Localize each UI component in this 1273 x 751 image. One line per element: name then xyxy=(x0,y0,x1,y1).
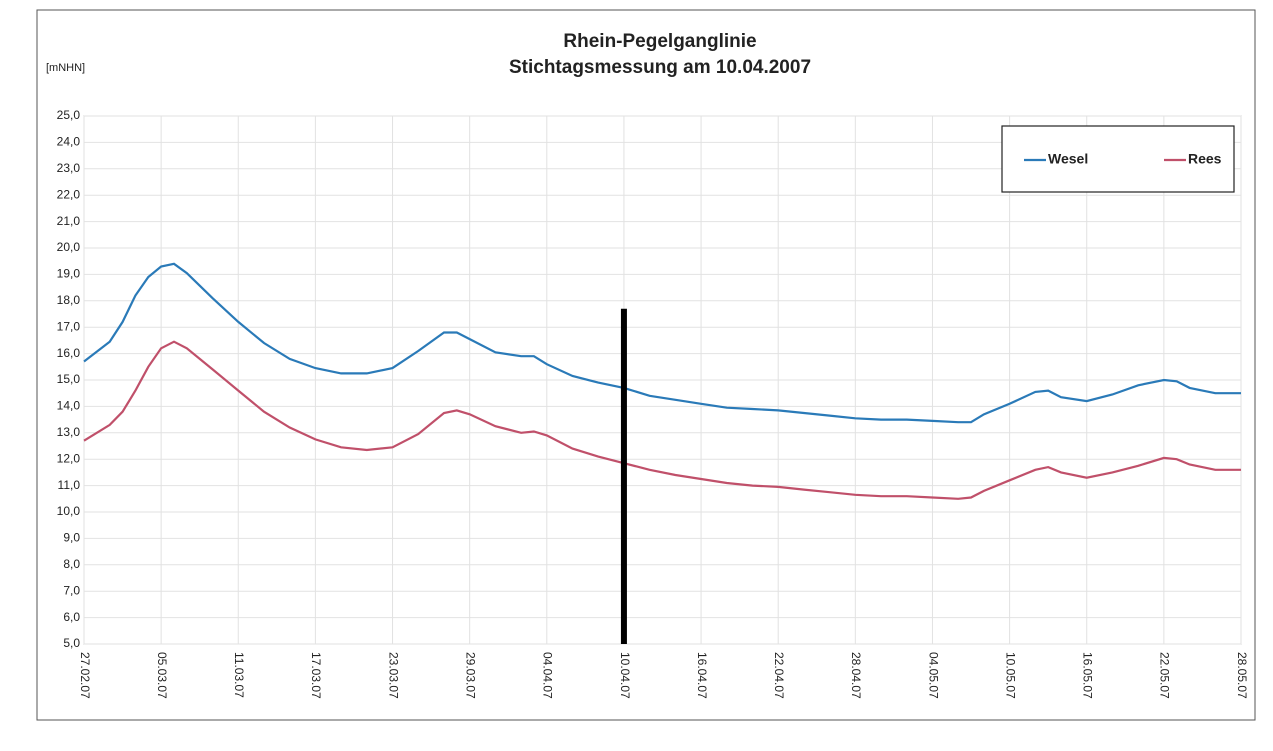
y-tick-label: 8,0 xyxy=(63,557,80,571)
x-tick-label: 23.03.07 xyxy=(386,652,400,699)
series-line xyxy=(83,262,1241,424)
x-tick-label: 22.04.07 xyxy=(772,652,786,699)
x-tick-label: 10.05.07 xyxy=(1003,652,1017,699)
y-tick-label: 11,0 xyxy=(58,478,81,492)
x-tick-label: 10.04.07 xyxy=(618,652,632,699)
y-tick-label: 19,0 xyxy=(57,267,81,281)
y-tick-label: 20,0 xyxy=(57,240,81,254)
x-tick-label: 16.05.07 xyxy=(1081,652,1095,699)
y-tick-label: 22,0 xyxy=(57,187,81,201)
y-tick-label: 9,0 xyxy=(63,531,80,545)
legend-label: Rees xyxy=(1188,151,1222,167)
x-tick-label: 17.03.07 xyxy=(309,652,323,699)
x-tick-label: 28.05.07 xyxy=(1235,652,1249,699)
y-tick-label: 16,0 xyxy=(57,346,81,360)
y-axis-label: [mNHN] xyxy=(46,62,85,74)
y-tick-label: 21,0 xyxy=(57,214,81,228)
y-tick-label: 24,0 xyxy=(57,135,81,149)
x-tick-label: 05.03.07 xyxy=(155,652,169,699)
series-line xyxy=(83,340,1241,500)
legend-label: Wesel xyxy=(1048,151,1088,167)
x-tick-label: 16.04.07 xyxy=(695,652,709,699)
y-tick-label: 7,0 xyxy=(63,583,80,597)
chart-title: Rhein-Pegelganglinie xyxy=(563,31,756,52)
y-tick-label: 18,0 xyxy=(57,293,81,307)
y-tick-label: 14,0 xyxy=(57,399,81,413)
chart-subtitle: Stichtagsmessung am 10.04.2007 xyxy=(509,57,811,78)
x-tick-label: 29.03.07 xyxy=(463,652,477,699)
y-tick-label: 15,0 xyxy=(57,372,81,386)
y-tick-label: 13,0 xyxy=(57,425,81,439)
x-tick-label: 04.04.07 xyxy=(541,652,555,699)
y-tick-label: 6,0 xyxy=(63,610,80,624)
y-tick-label: 10,0 xyxy=(57,504,81,518)
x-tick-label: 22.05.07 xyxy=(1158,652,1172,699)
y-tick-label: 25,0 xyxy=(57,108,81,122)
y-tick-label: 5,0 xyxy=(63,636,80,650)
x-tick-label: 28.04.07 xyxy=(849,652,863,699)
y-tick-label: 12,0 xyxy=(57,451,81,465)
x-tick-label: 04.05.07 xyxy=(926,652,940,699)
y-tick-label: 23,0 xyxy=(57,161,81,175)
x-tick-label: 11.03.07 xyxy=(232,652,246,698)
y-tick-label: 17,0 xyxy=(57,319,81,333)
x-tick-label: 27.02.07 xyxy=(78,652,92,699)
